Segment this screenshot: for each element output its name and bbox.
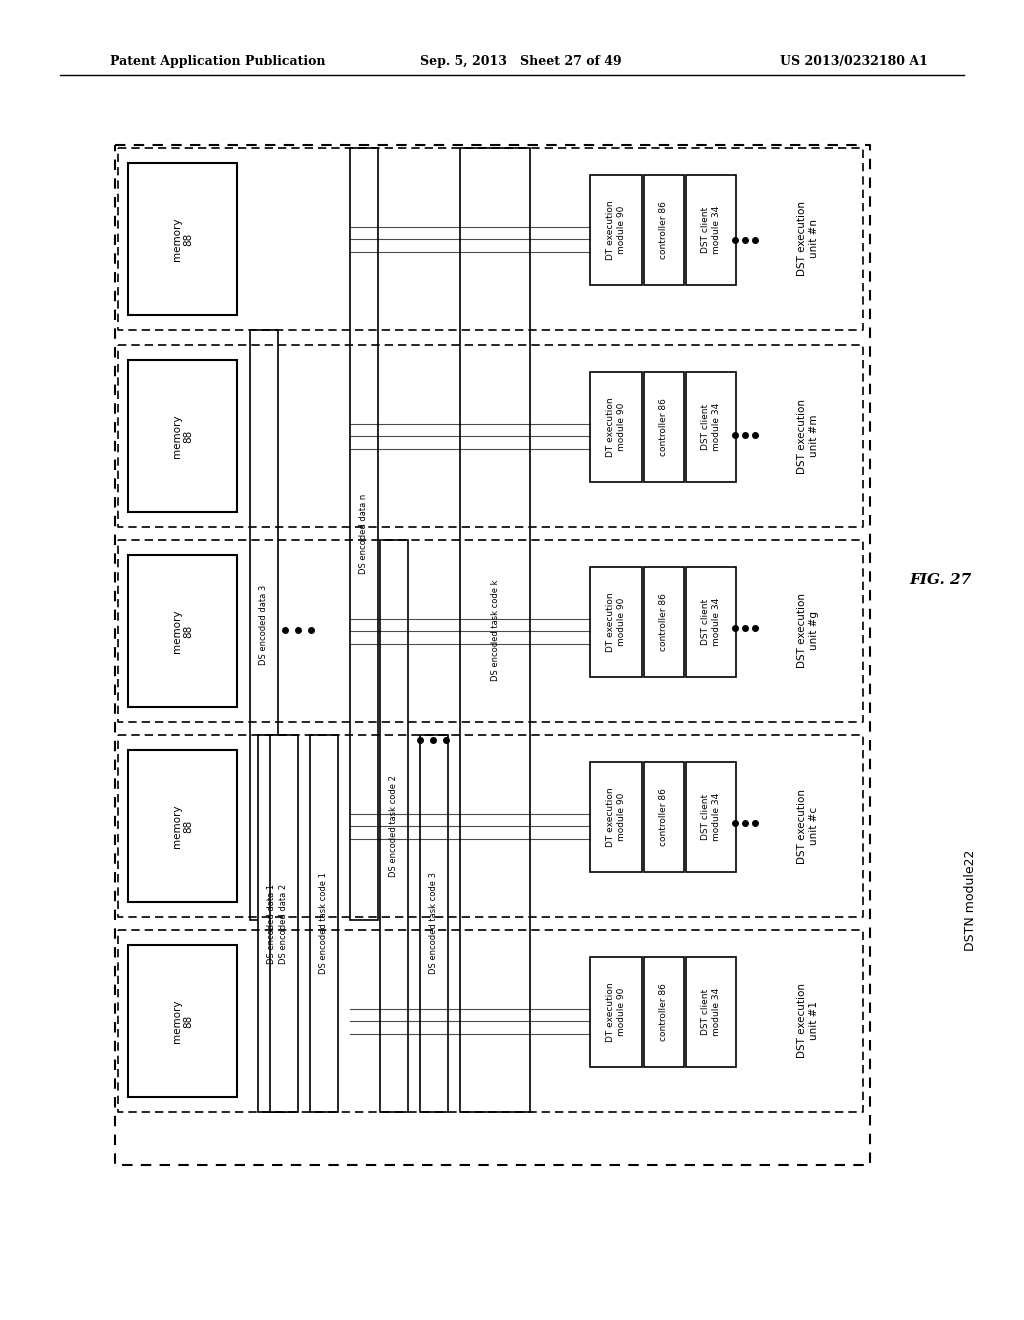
Text: controller 86: controller 86 [659,788,669,846]
Text: DST client
module 34: DST client module 34 [701,987,721,1036]
Text: DS encoded data 1: DS encoded data 1 [267,883,276,964]
Text: DS encoded task code 2: DS encoded task code 2 [389,775,398,876]
Text: DS encoded data n: DS encoded data n [359,494,369,574]
Bar [420,735,449,1111]
Text: DT execution
module 90: DT execution module 90 [606,982,626,1041]
Text: Patent Application Publication: Patent Application Publication [110,55,326,69]
Text: controller 86: controller 86 [659,201,669,259]
Bar [590,957,642,1067]
Bar [644,762,684,871]
Text: DST execution
unit #n: DST execution unit #n [798,202,819,276]
Text: memory
88: memory 88 [172,804,194,847]
Bar [590,568,642,676]
Text: DST client
module 34: DST client module 34 [701,206,721,253]
Bar [590,176,642,285]
Bar [644,568,684,676]
Bar [250,330,278,920]
Bar [686,957,736,1067]
Text: controller 86: controller 86 [659,593,669,651]
Bar [644,957,684,1067]
Text: DST execution
unit #c: DST execution unit #c [798,788,819,863]
Text: DST execution
unit #m: DST execution unit #m [798,399,819,474]
Text: DST client
module 34: DST client module 34 [701,598,721,645]
Text: DS encoded data 3: DS encoded data 3 [259,585,268,665]
Text: memory
88: memory 88 [172,414,194,458]
Text: DS encoded task code 3: DS encoded task code 3 [429,873,438,974]
Bar [128,162,237,315]
Text: DST client
module 34: DST client module 34 [701,793,721,841]
Text: DSTN module22: DSTN module22 [964,849,977,950]
Bar [686,372,736,482]
Text: memory
88: memory 88 [172,999,194,1043]
Text: FIG. 27: FIG. 27 [909,573,971,587]
Bar [644,372,684,482]
Bar [590,372,642,482]
Bar [350,148,378,920]
Bar [128,750,237,902]
Text: DST execution
unit #1: DST execution unit #1 [798,983,819,1059]
Bar [686,762,736,871]
Text: memory
88: memory 88 [172,218,194,261]
Text: memory
88: memory 88 [172,610,194,653]
Bar [686,176,736,285]
Text: DT execution
module 90: DT execution module 90 [606,593,626,652]
Text: controller 86: controller 86 [659,983,669,1041]
Text: US 2013/0232180 A1: US 2013/0232180 A1 [780,55,928,69]
Bar [460,148,530,1111]
Bar [590,762,642,871]
Text: Sep. 5, 2013   Sheet 27 of 49: Sep. 5, 2013 Sheet 27 of 49 [420,55,622,69]
Bar [310,735,338,1111]
Text: DT execution
module 90: DT execution module 90 [606,787,626,846]
Bar [380,540,408,1111]
Bar [258,735,286,1111]
Text: DS encoded task code 1: DS encoded task code 1 [319,873,329,974]
Text: DST execution
unit #g: DST execution unit #g [798,594,819,668]
Text: DS encoded task code k: DS encoded task code k [490,579,500,681]
Bar [270,735,298,1111]
Bar [686,568,736,676]
Bar [644,176,684,285]
Bar [128,945,237,1097]
Bar [128,360,237,512]
Bar [128,554,237,708]
Text: DT execution
module 90: DT execution module 90 [606,397,626,457]
Text: DS encoded data 2: DS encoded data 2 [280,883,289,964]
Text: DT execution
module 90: DT execution module 90 [606,201,626,260]
Text: controller 86: controller 86 [659,397,669,455]
Text: DST client
module 34: DST client module 34 [701,403,721,451]
